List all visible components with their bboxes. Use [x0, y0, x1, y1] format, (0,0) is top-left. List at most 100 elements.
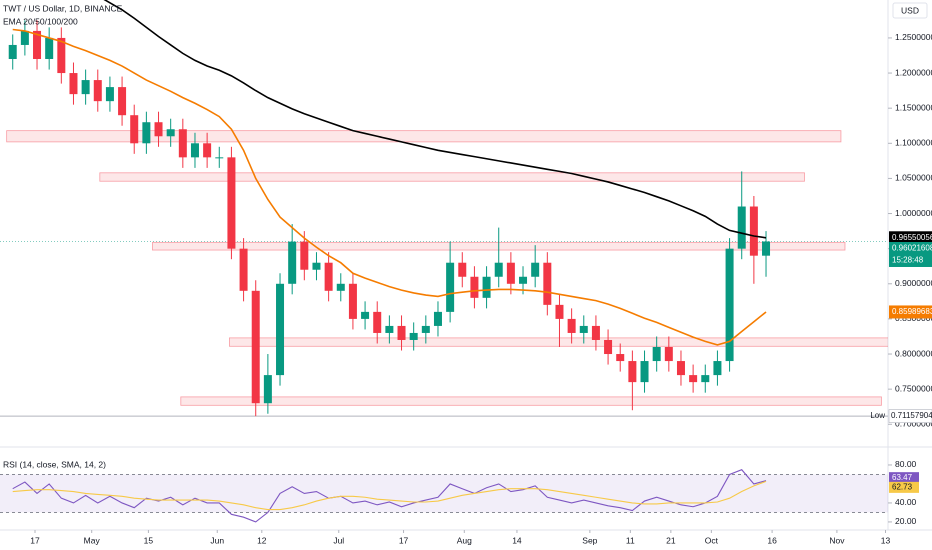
candle-body [397, 325, 406, 340]
y-tick-label: 0.80000000 [895, 348, 932, 358]
y-tick-label: 1.15000000 [895, 102, 932, 112]
candle-body [8, 44, 17, 60]
candle-body [45, 37, 54, 60]
candle-body [324, 262, 333, 291]
candle-body [494, 262, 503, 277]
ema50-badge-label: 0.85989683 [892, 307, 932, 316]
candle-body [178, 129, 187, 158]
candle-body [652, 347, 661, 362]
x-tick-label: 15 [144, 535, 154, 545]
candle-body [263, 375, 272, 404]
x-tick-label: Aug [457, 535, 472, 545]
candle-body [689, 375, 698, 383]
rsi-line [12, 480, 767, 511]
candle-body [239, 248, 248, 291]
rsi-band [0, 474, 888, 513]
x-tick-label: 16 [767, 535, 777, 545]
y-tick-label: 0.75000000 [895, 383, 932, 393]
candle-body [336, 283, 345, 291]
candle-body [312, 262, 321, 270]
x-tick-label: 17 [30, 535, 40, 545]
y-tick-label: 1.20000000 [895, 67, 932, 77]
candle-body [142, 122, 151, 144]
currency-box[interactable] [892, 2, 928, 19]
main-pane [0, 0, 888, 417]
y-tick-label: 1.00000000 [895, 208, 932, 218]
candle-body [713, 361, 722, 376]
currency: USD [901, 5, 919, 15]
y-tick-label: 1.10000000 [895, 138, 932, 148]
candle-body [215, 157, 224, 159]
y-tick-label: 1.05000000 [895, 173, 932, 183]
candle-body [276, 283, 285, 376]
ema200-badge [889, 231, 932, 245]
ema50-badge [889, 305, 932, 319]
y-tick-label: 0.90000000 [895, 278, 932, 288]
candle-body [300, 241, 309, 270]
candle-body [506, 262, 515, 284]
candle-body [203, 143, 212, 158]
candle-body [555, 304, 564, 319]
candle-body [640, 361, 649, 383]
candle-body [409, 332, 418, 340]
x-tick-label: Jun [210, 535, 224, 545]
ema-line [12, 28, 767, 346]
rsi-tick-label: 80.00 [895, 459, 917, 469]
candle-body [227, 157, 236, 249]
rsi-badge [889, 481, 919, 493]
candle-body [664, 347, 673, 362]
candle-body [531, 262, 540, 277]
x-tick-label: 14 [512, 535, 522, 545]
candle-body [737, 206, 746, 249]
candle-body [725, 248, 734, 362]
rsi-badge-label: 62.73 [892, 482, 913, 491]
candle-body [33, 30, 42, 60]
x-tick-label: Nov [829, 535, 845, 545]
x-tick-label: 13 [881, 535, 891, 545]
candle-body [579, 325, 588, 333]
rsi-badge-label: 63.47 [892, 473, 913, 482]
candle-body [20, 30, 29, 45]
candle-body [130, 115, 139, 144]
x-tick-label: 17 [399, 535, 409, 545]
countdown: 15:28:48 [892, 256, 924, 265]
low-badge [888, 409, 932, 423]
candle-body [470, 276, 479, 298]
candle-body [154, 122, 163, 137]
low-label: Low [870, 411, 885, 420]
rsi-line [12, 469, 767, 523]
candle-body [348, 283, 357, 319]
candle-body [361, 311, 370, 319]
chart-title: TWT / US Dollar, 1D, BINANCE [3, 3, 123, 13]
x-tick-label: Sep [582, 535, 597, 545]
candle-body [385, 325, 394, 333]
candle-body [762, 241, 771, 256]
candle-body [57, 37, 66, 74]
candle-body [166, 129, 175, 137]
rsi-title: RSI (14, close, SMA, 14, 2) [3, 459, 106, 469]
candle-body [93, 80, 102, 102]
zone [6, 130, 842, 143]
y-tick-label: 1.25000000 [895, 32, 932, 42]
x-tick-label: Jul [333, 535, 344, 545]
last-price-badge-label: 0.96021608 [892, 244, 932, 253]
zone [99, 172, 805, 182]
axes: 1.25000000 1.20000000 1.15000000 1.10000000… [30, 32, 932, 545]
candle-body [543, 262, 552, 305]
candle-body [190, 143, 199, 158]
candle-body [421, 325, 430, 333]
candle-body [105, 87, 114, 102]
x-tick-label: 11 [626, 535, 635, 545]
rsi-tick-label: 20.00 [895, 516, 917, 526]
rsi-tick-label: 40.00 [895, 497, 917, 507]
x-tick-label: May [84, 535, 101, 545]
candle-body [591, 325, 600, 340]
candle-body [69, 73, 78, 95]
low-badge-label: 0.71157904 [891, 411, 932, 420]
candle-body [628, 361, 637, 383]
x-tick-label: Oct [705, 535, 719, 545]
x-tick-label: 12 [257, 535, 267, 545]
ema200-badge-label: 0.96550056 [892, 233, 932, 242]
